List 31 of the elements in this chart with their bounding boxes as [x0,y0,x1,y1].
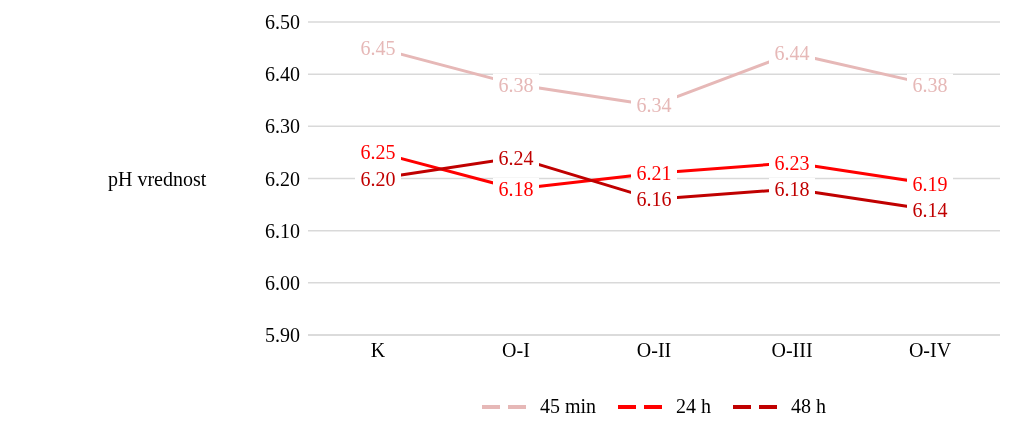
x-tick-label: O-I [502,339,530,362]
x-tick-label: K [370,339,386,362]
legend-label: 24 h [676,395,712,418]
data-label: 6.38 [498,73,534,96]
x-tick-label: O-IV [908,339,952,362]
data-label: 6.19 [912,172,948,195]
y-tick-label: 6.00 [265,271,300,294]
data-label: 6.21 [636,162,672,185]
y-tick-label: 5.90 [265,324,300,347]
data-label: 6.14 [912,198,948,221]
data-label: 6.23 [774,151,810,174]
data-label: 6.34 [636,94,672,117]
legend-label: 45 min [539,395,597,418]
y-tick-label: 6.40 [265,63,300,86]
y-axis-title: pH vrednost [108,167,207,191]
x-tick-label: O-II [636,339,672,362]
y-tick-label: 6.50 [265,11,300,34]
data-label: 6.25 [360,141,396,164]
data-label: 6.20 [360,167,396,190]
legend-label: 48 h [791,395,827,418]
data-label: 6.38 [912,73,948,96]
data-label: 6.16 [636,188,672,211]
data-label: 6.44 [774,42,810,65]
data-label: 6.18 [498,177,534,200]
y-tick-label: 6.30 [265,115,300,138]
data-label: 6.45 [360,37,396,60]
x-tick-label: O-III [771,339,813,362]
y-tick-label: 6.10 [265,219,300,242]
data-label: 6.18 [774,177,810,200]
y-tick-label: 6.20 [265,167,300,190]
data-label: 6.24 [498,146,534,169]
